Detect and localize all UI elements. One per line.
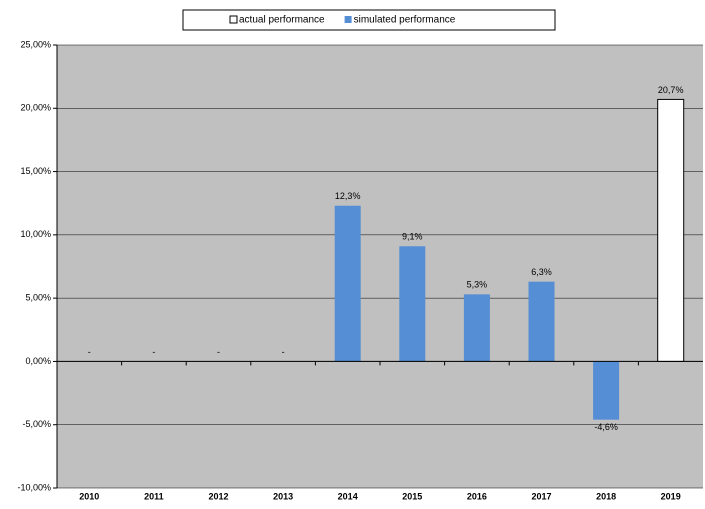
x-tick-label: 2010 xyxy=(79,491,99,501)
x-tick-label: 2019 xyxy=(661,491,681,501)
bar xyxy=(528,281,555,362)
x-tick-label: 2016 xyxy=(467,491,487,501)
data-label: - xyxy=(282,347,285,357)
data-label: 9,1% xyxy=(402,232,423,242)
x-tick-label: 2013 xyxy=(273,491,293,501)
bar xyxy=(593,361,620,420)
data-label: 6,3% xyxy=(531,267,552,277)
y-tick-label: 10,00% xyxy=(20,229,51,239)
data-label: 12,3% xyxy=(335,191,361,201)
x-tick-label: 2015 xyxy=(402,491,422,501)
data-label: - xyxy=(217,347,220,357)
y-tick-label: 15,00% xyxy=(20,166,51,176)
data-label: - xyxy=(152,347,155,357)
data-label: 20,7% xyxy=(658,85,684,95)
y-tick-label: 5,00% xyxy=(25,293,51,303)
legend-swatch xyxy=(344,16,352,23)
data-label: 5,3% xyxy=(467,280,488,290)
x-tick-label: 2017 xyxy=(531,491,551,501)
legend-label: simulated performance xyxy=(354,15,456,26)
data-label: - xyxy=(88,347,91,357)
data-label: -4,6% xyxy=(594,422,618,432)
x-tick-label: 2014 xyxy=(338,491,358,501)
bar xyxy=(334,205,361,362)
bar xyxy=(399,246,426,362)
x-tick-label: 2011 xyxy=(144,491,164,501)
y-tick-label: 20,00% xyxy=(20,103,51,113)
y-tick-label: 25,00% xyxy=(20,39,51,49)
bar xyxy=(463,294,490,362)
legend-box xyxy=(182,9,556,31)
x-tick-label: 2018 xyxy=(596,491,616,501)
legend-swatch xyxy=(229,15,238,24)
x-tick-label: 2012 xyxy=(208,491,228,501)
y-tick-label: -5,00% xyxy=(22,419,51,429)
y-tick-label: -10,00% xyxy=(17,482,51,492)
legend-label: actual performance xyxy=(239,15,325,26)
bar xyxy=(657,98,685,362)
y-tick-label: 0,00% xyxy=(25,356,51,366)
